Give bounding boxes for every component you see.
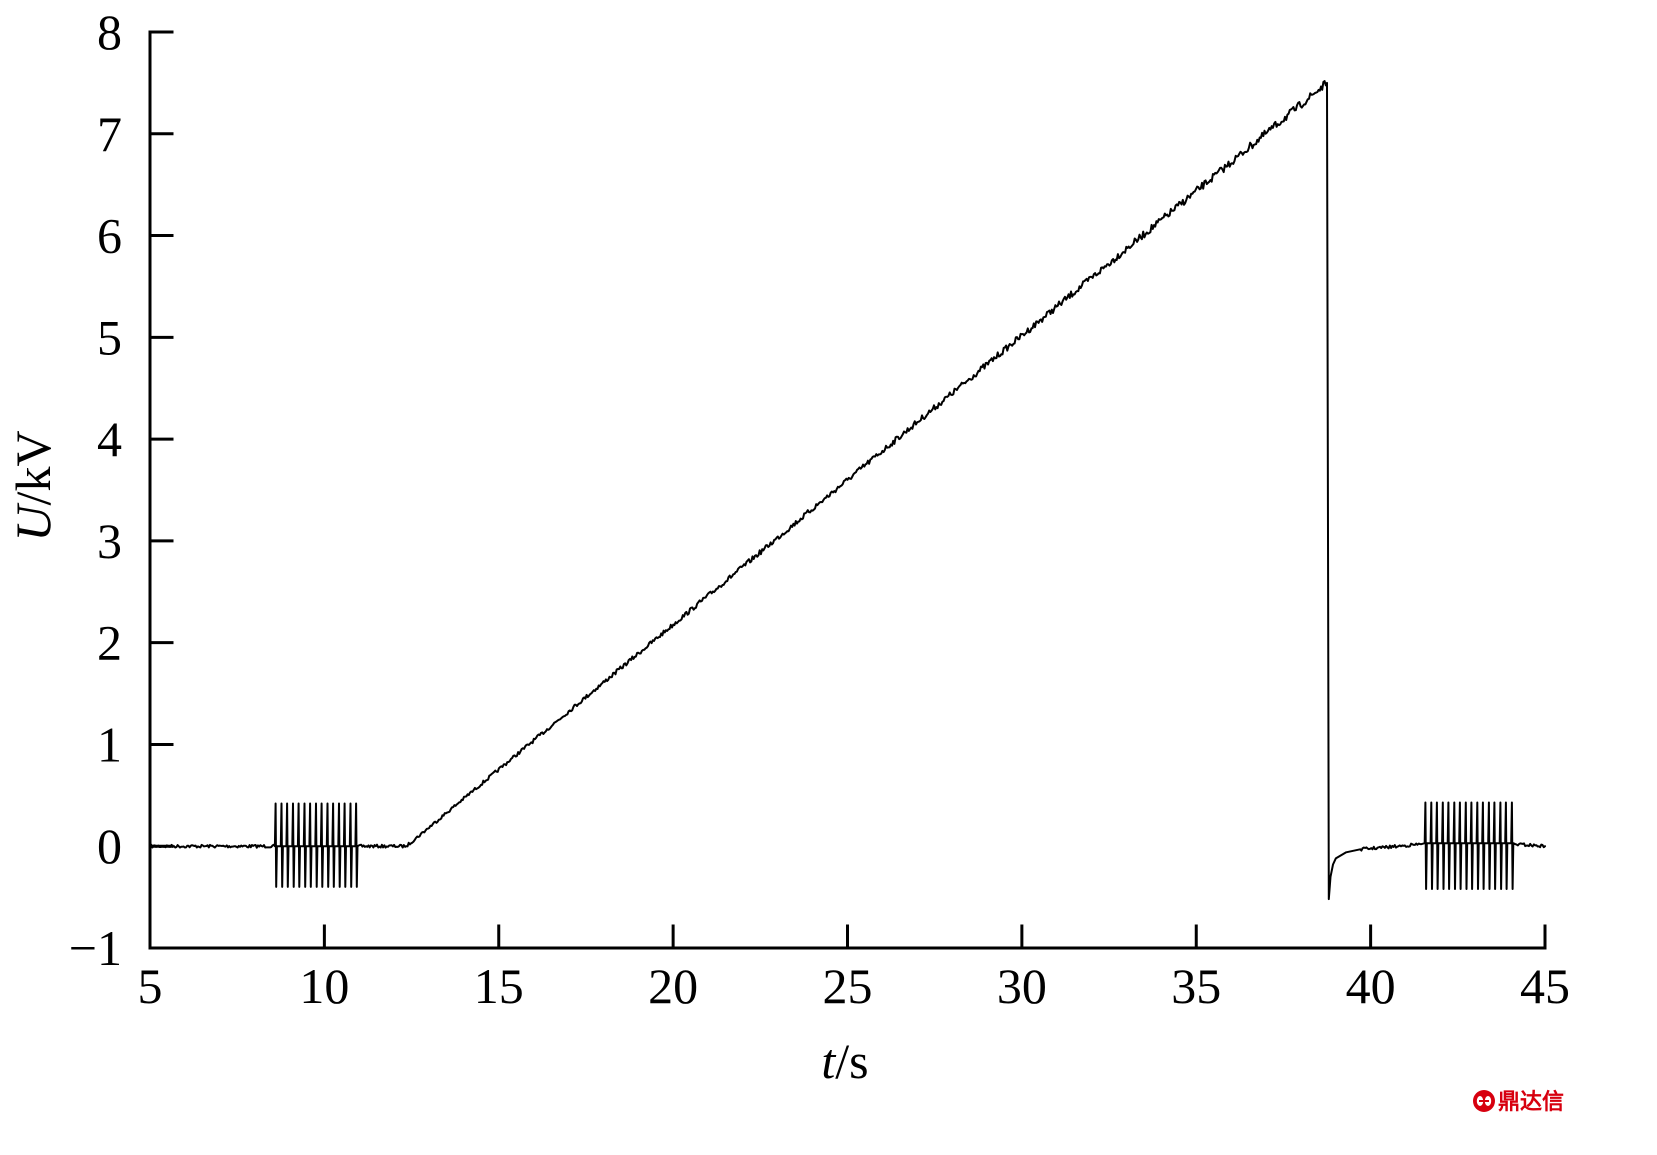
y-tick-label-6: 6 [97, 208, 122, 264]
watermark-text: 鼎达信 [1498, 1089, 1564, 1115]
x-tick-label-25: 25 [823, 958, 873, 1014]
x-axis-label-unit: /s [835, 1033, 868, 1089]
x-tick-label-15: 15 [474, 958, 524, 1014]
series-line [149, 80, 1546, 901]
y-tick-label-1: 1 [97, 716, 122, 772]
y-tick-label-4: 4 [97, 411, 122, 467]
y-tick-label-2: 2 [97, 615, 122, 671]
x-axis-label: t/s [821, 1033, 868, 1089]
watermark: 鼎达信 [1473, 1089, 1564, 1115]
x-tick-label-45: 45 [1520, 958, 1570, 1014]
x-axis-label-variable: t [821, 1033, 836, 1089]
x-tick-label-40: 40 [1346, 958, 1396, 1014]
y-tick-label-8: 8 [97, 4, 122, 60]
x-tick-label-30: 30 [997, 958, 1047, 1014]
y-axis-label: U/kV [5, 430, 61, 541]
x-tick-label-5: 5 [138, 958, 163, 1014]
y-tick-label-0: 0 [97, 818, 122, 874]
y-tick-label-minus-1: −1 [69, 920, 122, 976]
watermark-logo-icon [1473, 1090, 1495, 1112]
y-tick-label-3: 3 [97, 513, 122, 569]
x-tick-label-10: 10 [299, 958, 349, 1014]
y-axis-label-unit: /kV [5, 430, 61, 505]
y-tick-label-5: 5 [97, 309, 122, 365]
x-tick-label-35: 35 [1171, 958, 1221, 1014]
x-tick-label-20: 20 [648, 958, 698, 1014]
y-tick-label-7: 7 [97, 106, 122, 162]
y-axis-label-variable: U [5, 503, 61, 542]
